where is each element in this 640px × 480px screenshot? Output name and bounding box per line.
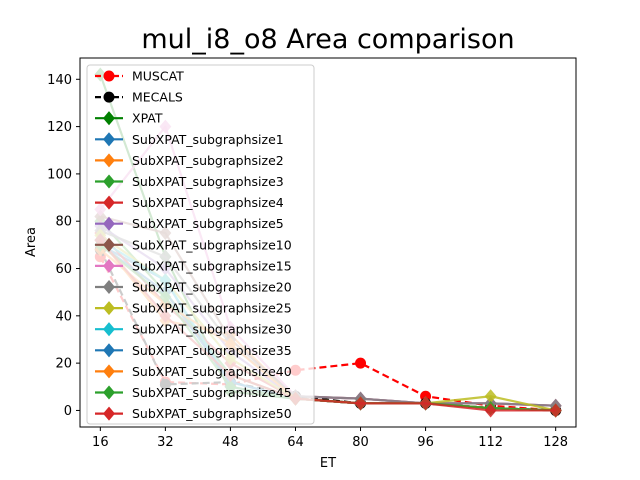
legend-entry: SubXPAT_subgraphsize10	[95, 237, 292, 252]
x-axis-label: ET	[320, 456, 336, 471]
x-tick-label: 64	[287, 435, 304, 450]
legend-entry: SubXPAT_subgraphsize15	[95, 258, 292, 273]
legend-label: MECALS	[132, 90, 183, 105]
legend-marker	[103, 322, 115, 337]
legend-marker	[103, 111, 115, 126]
legend-label: SubXPAT_subgraphsize30	[132, 322, 292, 337]
legend-label: SubXPAT_subgraphsize10	[132, 237, 292, 252]
x-tick-label: 16	[92, 435, 109, 450]
legend-label: SubXPAT_subgraphsize35	[132, 343, 292, 358]
legend-marker	[103, 70, 115, 82]
legend-entry: SubXPAT_subgraphsize40	[95, 364, 292, 379]
legend-entry: SubXPAT_subgraphsize5	[95, 216, 284, 231]
legend-marker	[103, 258, 115, 273]
data-point	[549, 403, 562, 418]
legend-marker	[103, 237, 115, 252]
data-point	[419, 396, 432, 411]
legend-marker	[103, 343, 115, 358]
legend-marker	[103, 301, 115, 316]
legend-entry: SubXPAT_subgraphsize35	[95, 343, 292, 358]
x-tick-label: 32	[157, 435, 174, 450]
x-axis-ticks: 16 32 48 64 80 96 112 128	[92, 427, 568, 450]
legend-label: MUSCAT	[132, 69, 184, 84]
legend-marker	[103, 385, 115, 400]
legend-label: SubXPAT_subgraphsize45	[132, 385, 292, 400]
x-tick-label: 112	[478, 435, 503, 450]
y-tick-label: 140	[47, 73, 72, 88]
legend-label: SubXPAT_subgraphsize3	[132, 174, 284, 189]
legend-marker	[103, 406, 115, 421]
legend-items: MUSCAT MECALS XPAT SubXPAT_subgraphsize1 Sub…	[95, 69, 292, 421]
legend-marker	[103, 153, 115, 168]
legend-entry: MUSCAT	[95, 69, 184, 84]
data-point	[484, 403, 497, 418]
data-point	[355, 357, 367, 369]
legend-marker	[103, 364, 115, 379]
legend-marker	[103, 279, 115, 295]
x-tick-label: 96	[417, 435, 434, 450]
legend-marker	[103, 174, 115, 189]
legend-marker	[103, 132, 115, 147]
legend-entry: SubXPAT_subgraphsize20	[95, 280, 292, 295]
legend-entry: SubXPAT_subgraphsize45	[95, 385, 292, 400]
x-tick-label: 80	[352, 435, 369, 450]
legend-entry: MECALS	[95, 90, 183, 105]
y-tick-label: 20	[55, 357, 72, 372]
legend-label: SubXPAT_subgraphsize5	[132, 216, 284, 231]
legend-entry: SubXPAT_subgraphsize2	[95, 153, 284, 168]
legend-marker	[103, 195, 115, 210]
y-tick-label: 120	[47, 120, 72, 135]
legend-label: SubXPAT_subgraphsize15	[132, 258, 292, 273]
legend: MUSCAT MECALS XPAT SubXPAT_subgraphsize1 Sub…	[86, 64, 315, 425]
y-tick-label: 40	[55, 309, 72, 324]
y-tick-label: 80	[55, 215, 72, 230]
y-tick-label: 60	[55, 262, 72, 277]
y-tick-label: 0	[64, 404, 72, 419]
legend-entry: SubXPAT_subgraphsize4	[95, 195, 284, 210]
legend-label: SubXPAT_subgraphsize50	[132, 406, 292, 421]
y-axis-label: Area	[24, 227, 39, 257]
y-axis-ticks: 0 20 40 60 80 100 120 140	[47, 73, 80, 419]
x-tick-label: 128	[543, 435, 568, 450]
data-point	[354, 396, 367, 411]
legend-entry: SubXPAT_subgraphsize30	[95, 322, 292, 337]
legend-label: SubXPAT_subgraphsize1	[132, 132, 284, 147]
legend-frame	[86, 64, 315, 425]
y-tick-label: 100	[47, 167, 72, 182]
legend-label: SubXPAT_subgraphsize25	[132, 301, 292, 316]
legend-entry: SubXPAT_subgraphsize50	[95, 406, 292, 421]
legend-marker	[103, 216, 115, 231]
legend-label: SubXPAT_subgraphsize20	[132, 280, 292, 295]
legend-entry: SubXPAT_subgraphsize1	[95, 132, 284, 147]
legend-label: SubXPAT_subgraphsize40	[132, 364, 292, 379]
legend-entry: XPAT	[95, 111, 163, 126]
legend-label: SubXPAT_subgraphsize4	[132, 195, 284, 210]
legend-entry: SubXPAT_subgraphsize25	[95, 301, 292, 316]
legend-label: SubXPAT_subgraphsize2	[132, 153, 284, 168]
x-tick-label: 48	[222, 435, 239, 450]
chart-title: mul_i8_o8 Area comparison	[141, 24, 514, 55]
legend-label: XPAT	[132, 111, 163, 126]
legend-marker	[103, 91, 115, 103]
legend-entry: SubXPAT_subgraphsize3	[95, 174, 284, 189]
axes-frame	[79, 57, 577, 428]
